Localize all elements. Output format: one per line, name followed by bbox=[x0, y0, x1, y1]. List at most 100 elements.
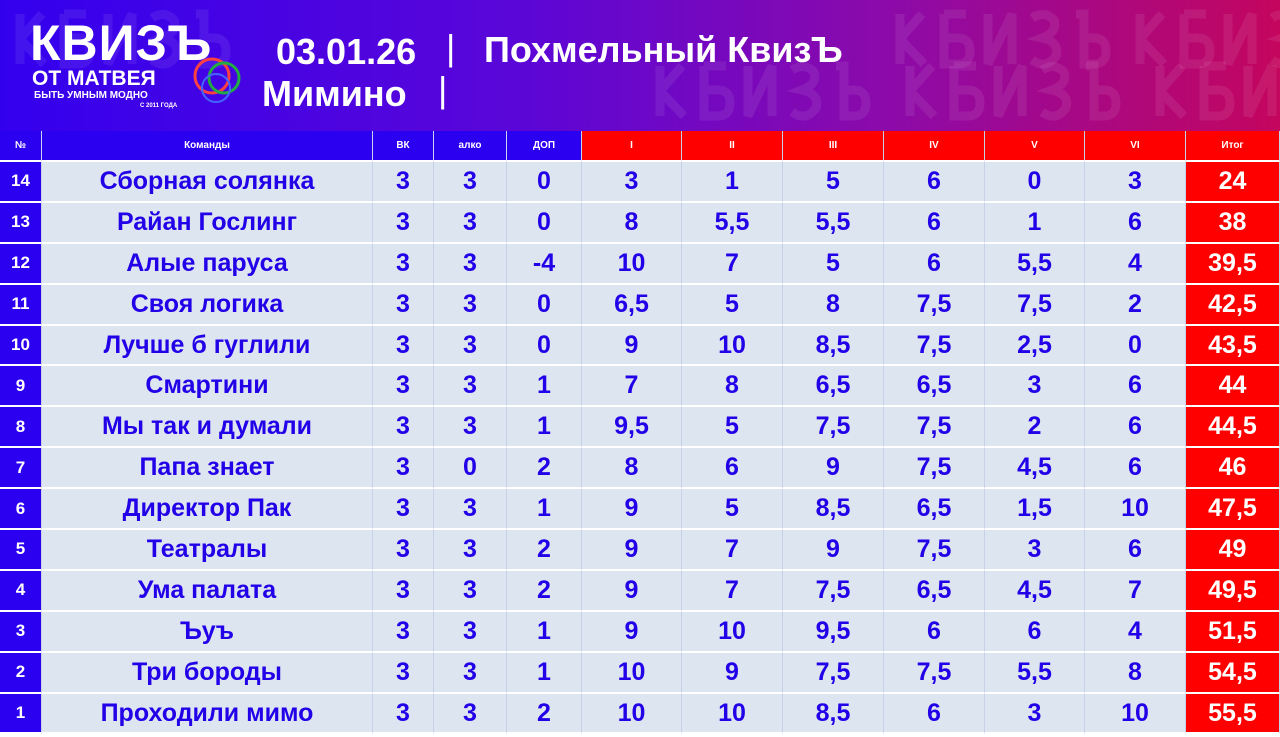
divider: | bbox=[438, 69, 448, 110]
team-name: Райан Гослинг bbox=[42, 202, 373, 244]
score-cell: 7,5 bbox=[884, 530, 985, 571]
watermark-letter bbox=[1155, 63, 1188, 120]
place-cell: 9 bbox=[0, 366, 42, 408]
logo-slogan: БЫТЬ УМНЫМ МОДНО bbox=[34, 90, 148, 101]
place-cell: 1 bbox=[0, 693, 42, 735]
score-cell: 5,5 bbox=[682, 202, 783, 244]
total-cell: 46 bbox=[1186, 448, 1280, 490]
score-cell: 4,5 bbox=[985, 570, 1085, 612]
total-cell: 24 bbox=[1186, 162, 1280, 203]
score-cell: 3 bbox=[434, 366, 507, 408]
score-cell: 10 bbox=[1085, 489, 1186, 531]
score-cell: 9 bbox=[783, 448, 884, 490]
divider: | bbox=[446, 27, 456, 68]
score-cell: 3 bbox=[434, 243, 507, 285]
watermark-letter bbox=[1076, 9, 1111, 69]
place-cell: 3 bbox=[0, 611, 42, 653]
score-cell: 6 bbox=[1085, 407, 1186, 449]
team-name: Директор Пак bbox=[42, 489, 373, 531]
column-header: IV bbox=[884, 131, 985, 162]
score-cell: 5,5 bbox=[985, 652, 1085, 694]
score-cell: 3 bbox=[373, 325, 434, 367]
watermark-letter bbox=[1179, 9, 1215, 69]
rings-logo-icon bbox=[193, 57, 241, 103]
column-header: II bbox=[682, 131, 783, 162]
score-cell: 2,5 bbox=[985, 325, 1085, 367]
score-cell: 3 bbox=[434, 693, 507, 735]
total-cell: 44,5 bbox=[1186, 407, 1280, 449]
total-cell: 55,5 bbox=[1186, 693, 1280, 735]
score-cell: 8,5 bbox=[783, 489, 884, 531]
score-cell: 8 bbox=[582, 202, 682, 244]
watermark-letter bbox=[1266, 10, 1280, 69]
score-cell: 3 bbox=[373, 489, 434, 531]
score-cell: 3 bbox=[434, 530, 507, 571]
score-cell: 5 bbox=[682, 284, 783, 326]
score-cell: 1 bbox=[682, 162, 783, 203]
score-cell: 6,5 bbox=[783, 366, 884, 408]
score-cell: 6 bbox=[985, 611, 1085, 653]
team-name: Проходили мимо bbox=[42, 693, 373, 735]
watermark-letter bbox=[1199, 61, 1235, 121]
team-name: Смартини bbox=[42, 366, 373, 408]
score-cell: 9,5 bbox=[582, 407, 682, 449]
score-cell: 2 bbox=[507, 530, 582, 571]
total-cell: 43,5 bbox=[1186, 325, 1280, 367]
score-cell: 10 bbox=[582, 652, 682, 694]
watermark-letter bbox=[103, 12, 137, 66]
team-name: Ъуъ bbox=[42, 611, 373, 653]
score-cell: 0 bbox=[985, 162, 1085, 203]
total-cell: 39,5 bbox=[1186, 243, 1280, 285]
watermark-letter bbox=[895, 11, 928, 68]
score-cell: 5,5 bbox=[783, 202, 884, 244]
score-cell: 0 bbox=[434, 448, 507, 490]
score-cell: 0 bbox=[507, 162, 582, 203]
score-cell: 1,5 bbox=[985, 489, 1085, 531]
score-cell: 3 bbox=[434, 202, 507, 244]
team-name: Ума палата bbox=[42, 570, 373, 612]
score-cell: 7,5 bbox=[884, 284, 985, 326]
score-cell: 3 bbox=[373, 530, 434, 571]
team-name: Своя логика bbox=[42, 284, 373, 326]
score-cell: 3 bbox=[373, 407, 434, 449]
score-cell: 4 bbox=[1085, 611, 1186, 653]
place-cell: 12 bbox=[0, 243, 42, 285]
score-cell: 8 bbox=[1085, 652, 1186, 694]
watermark-letter bbox=[743, 64, 777, 118]
score-cell: 8 bbox=[582, 448, 682, 490]
logo-title: КВИЗЪ bbox=[30, 15, 213, 71]
team-name: Мы так и думали bbox=[42, 407, 373, 449]
quiz-title: Похмельный КвизЪ bbox=[484, 29, 843, 70]
place-cell: 8 bbox=[0, 407, 42, 449]
score-cell: 0 bbox=[507, 325, 582, 367]
score-cell: 7 bbox=[682, 530, 783, 571]
score-cell: 1 bbox=[507, 407, 582, 449]
score-cell: 7,5 bbox=[884, 325, 985, 367]
place-cell: 10 bbox=[0, 325, 42, 367]
score-cell: 1 bbox=[985, 202, 1085, 244]
score-cell: 7 bbox=[582, 366, 682, 408]
score-cell: 3 bbox=[373, 366, 434, 408]
score-cell: 7,5 bbox=[884, 652, 985, 694]
score-cell: 3 bbox=[985, 530, 1085, 571]
score-cell: 3 bbox=[373, 202, 434, 244]
score-cell: 3 bbox=[434, 489, 507, 531]
score-cell: 8 bbox=[783, 284, 884, 326]
logo-since: С 2011 ГОДА bbox=[140, 103, 178, 109]
score-cell: 3 bbox=[434, 407, 507, 449]
watermark-letter bbox=[59, 9, 95, 69]
watermark-letter bbox=[786, 62, 822, 121]
column-header: ДОП bbox=[507, 131, 582, 162]
score-cell: 3 bbox=[582, 162, 682, 203]
score-cell: 6 bbox=[682, 448, 783, 490]
place-cell: 4 bbox=[0, 570, 42, 612]
place-cell: 13 bbox=[0, 202, 42, 244]
score-cell: 5 bbox=[783, 162, 884, 203]
score-cell: 10 bbox=[1085, 693, 1186, 735]
column-header: I bbox=[582, 131, 682, 162]
watermark-letter bbox=[983, 12, 1017, 66]
place-cell: 2 bbox=[0, 652, 42, 694]
watermark-letter bbox=[146, 10, 182, 69]
column-header: V bbox=[985, 131, 1085, 162]
score-cell: 9 bbox=[582, 530, 682, 571]
